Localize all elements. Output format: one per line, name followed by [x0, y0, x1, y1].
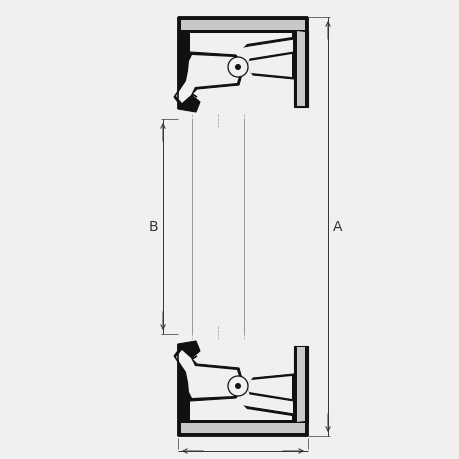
- Polygon shape: [176, 56, 241, 104]
- Polygon shape: [190, 358, 291, 420]
- Polygon shape: [297, 32, 304, 107]
- Polygon shape: [180, 21, 304, 31]
- Circle shape: [235, 65, 241, 71]
- Polygon shape: [293, 32, 308, 108]
- Polygon shape: [178, 32, 200, 113]
- Polygon shape: [293, 346, 308, 422]
- Circle shape: [228, 376, 247, 396]
- Circle shape: [228, 58, 247, 78]
- Text: A: A: [332, 219, 342, 234]
- Text: B: B: [148, 219, 157, 234]
- Polygon shape: [174, 53, 243, 106]
- Polygon shape: [174, 348, 243, 401]
- Polygon shape: [178, 18, 308, 34]
- Polygon shape: [188, 356, 293, 422]
- Polygon shape: [190, 34, 291, 96]
- Polygon shape: [178, 420, 308, 436]
- Circle shape: [235, 383, 241, 389]
- Polygon shape: [180, 423, 304, 433]
- Polygon shape: [297, 347, 304, 422]
- Polygon shape: [178, 341, 200, 422]
- Polygon shape: [188, 32, 293, 98]
- Polygon shape: [176, 350, 241, 398]
